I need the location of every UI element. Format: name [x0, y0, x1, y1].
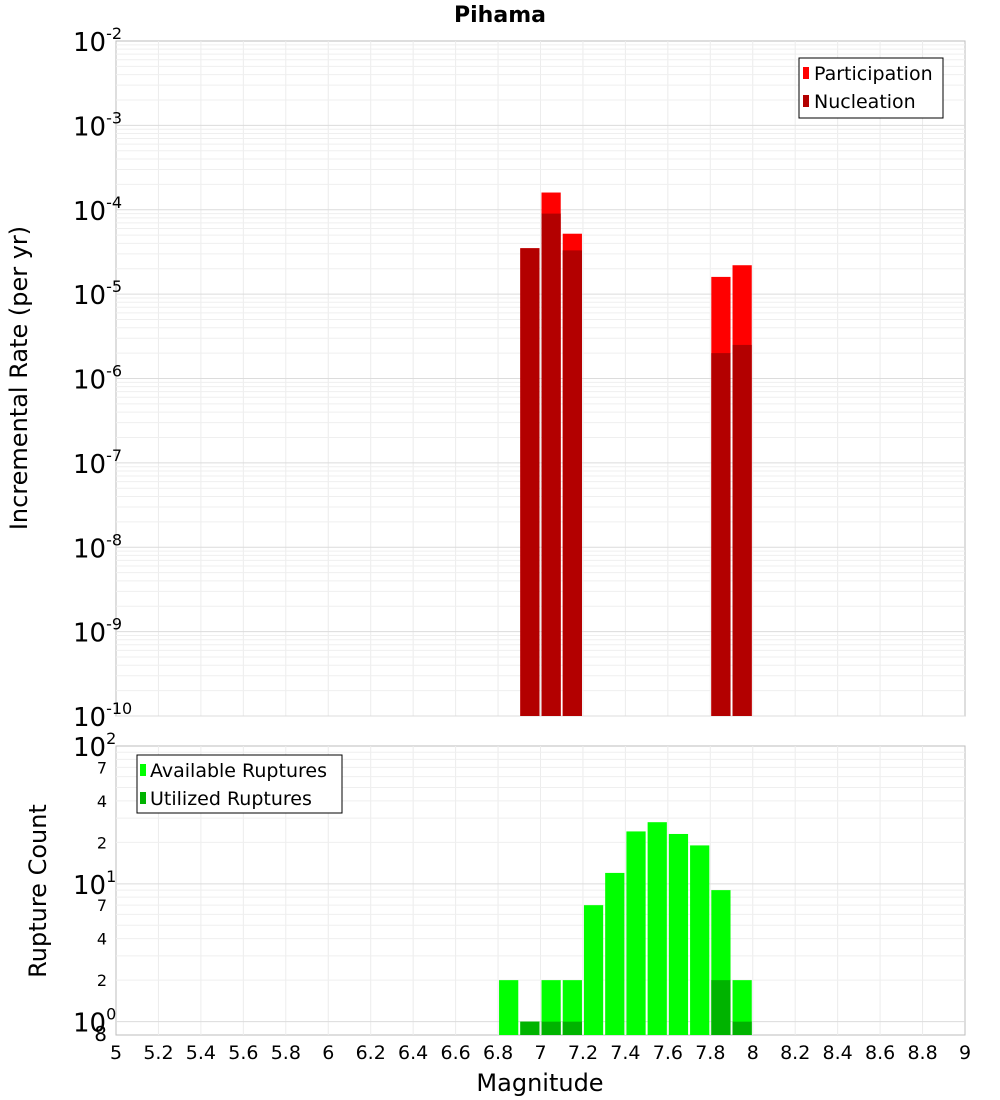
utilized-ruptures-bar [520, 1021, 540, 1035]
available-ruptures-bar [562, 980, 582, 1035]
available-ruptures-bar [605, 872, 625, 1035]
nucleation-bar [711, 353, 731, 716]
legend-label-nucleation: Nucleation [814, 91, 916, 113]
bottom-y-tick-label: 100 [73, 1005, 116, 1039]
x-tick-label: 8.4 [823, 1042, 853, 1064]
legend-swatch-utilized [140, 792, 146, 804]
top-y-tick-label: 10-5 [73, 277, 122, 311]
x-tick-label: 7.6 [653, 1042, 683, 1064]
x-tick-label: 6.8 [483, 1042, 513, 1064]
top-plot-area: 10-10 10-9 10-8 10-7 10-6 10-5 10-4 10-3 10-2 [73, 24, 966, 733]
bottom-y-tick-label: 7 [97, 758, 107, 777]
nucleation-bar [562, 250, 582, 717]
available-ruptures-bar [647, 822, 667, 1035]
bottom-y-tick-label: 2 [97, 971, 107, 990]
x-tick-label: 7.2 [568, 1042, 598, 1064]
utilized-ruptures-bar [711, 980, 731, 1035]
x-tick-label: 6.4 [398, 1042, 428, 1064]
bottom-y-tick-label: 101 [73, 867, 116, 901]
utilized-ruptures-bar [732, 1021, 752, 1035]
top-y-tick-labels: 10-10 10-9 10-8 10-7 10-6 10-5 10-4 10-3 10-2 [73, 24, 132, 733]
bottom-gridlines [116, 746, 965, 1035]
bottom-y-tick-label: 4 [97, 930, 107, 949]
x-tick-label: 8.2 [780, 1042, 810, 1064]
x-tick-label: 8 [747, 1042, 759, 1064]
available-ruptures-bar [626, 831, 646, 1035]
bottom-bars [499, 822, 752, 1035]
nucleation-bar [520, 248, 540, 717]
x-tick-label: 5 [110, 1042, 122, 1064]
chart-title: Pihama [454, 3, 546, 28]
available-ruptures-bar [499, 980, 519, 1035]
utilized-ruptures-bar [541, 1021, 561, 1035]
top-y-axis-label: Incremental Rate (per yr) [5, 226, 33, 530]
top-y-tick-label: 10-3 [73, 108, 122, 142]
x-tick-label: 7.4 [610, 1042, 640, 1064]
available-ruptures-bar [668, 833, 689, 1035]
top-y-tick-label: 10-10 [73, 699, 132, 733]
bottom-legend: Available Ruptures Utilized Ruptures [136, 754, 343, 814]
legend-label-utilized: Utilized Ruptures [150, 788, 312, 810]
top-legend: Participation Nucleation [798, 57, 944, 119]
bottom-y-tick-label: 2 [97, 833, 107, 852]
legend-swatch-participation [803, 67, 809, 79]
top-bars [520, 192, 752, 717]
top-y-tick-label: 10-4 [73, 193, 122, 227]
top-y-tick-label: 10-6 [73, 362, 122, 396]
top-legend-box [798, 57, 944, 119]
x-axis-label: Magnitude [476, 1069, 603, 1097]
top-gridlines [116, 41, 965, 717]
available-ruptures-bar [690, 845, 710, 1035]
legend-label-participation: Participation [814, 63, 933, 85]
x-tick-label: 6 [322, 1042, 334, 1064]
x-tick-labels: 5 5.2 5.4 5.6 5.8 6 6.2 6.4 6.6 6.8 7 7.2 7.4 7.6 7.8 8… [110, 1042, 971, 1064]
available-ruptures-bar [583, 905, 604, 1035]
legend-swatch-available [140, 764, 146, 776]
utilized-ruptures-bar [562, 1021, 582, 1035]
legend-swatch-nucleation [803, 95, 809, 107]
bottom-legend-box [136, 754, 343, 814]
bottom-y-tick-label: 102 [73, 729, 116, 763]
x-tick-label: 9 [959, 1042, 971, 1064]
x-tick-label: 5.4 [186, 1042, 216, 1064]
x-tick-label: 7.8 [695, 1042, 725, 1064]
top-y-tick-label: 10-9 [73, 615, 122, 649]
top-y-tick-label: 10-2 [73, 24, 122, 58]
x-tick-label: 8.8 [907, 1042, 937, 1064]
available-ruptures-bar [732, 980, 752, 1035]
x-tick-label: 7 [534, 1042, 546, 1064]
nucleation-bar [541, 213, 561, 717]
x-tick-label: 6.6 [440, 1042, 470, 1064]
bottom-y-tick-label: 4 [97, 792, 107, 811]
bottom-y-tick-label: 7 [97, 896, 107, 915]
bottom-y-axis-label: Rupture Count [24, 804, 52, 978]
legend-label-available: Available Ruptures [150, 760, 327, 782]
x-tick-label: 5.8 [271, 1042, 301, 1064]
top-y-tick-label: 10-8 [73, 530, 122, 564]
bottom-y-tick-label: 8 [94, 1022, 107, 1046]
top-y-tick-label: 10-7 [73, 446, 122, 480]
x-tick-label: 5.2 [143, 1042, 173, 1064]
x-tick-label: 6.2 [356, 1042, 386, 1064]
x-tick-label: 8.6 [865, 1042, 895, 1064]
x-tick-label: 5.6 [228, 1042, 258, 1064]
nucleation-bar [732, 344, 752, 716]
available-ruptures-bar [541, 980, 561, 1035]
